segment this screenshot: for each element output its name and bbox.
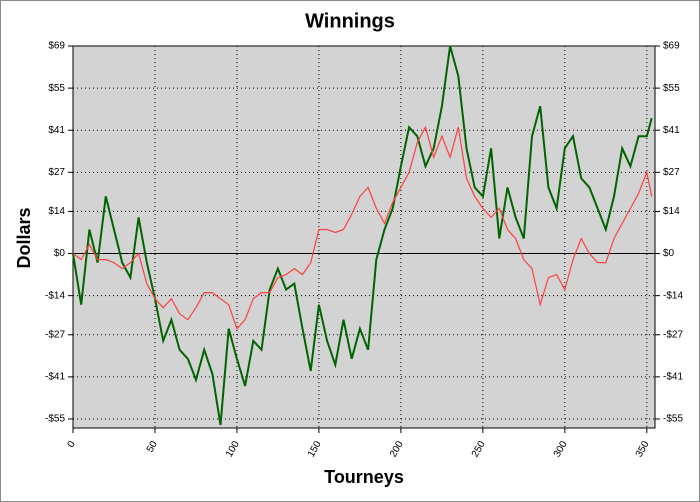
- y-tick-label: -$55: [45, 414, 65, 425]
- y2-tick-label: $41: [663, 125, 680, 136]
- y-tick-label: $27: [48, 167, 65, 178]
- y-axis-title: Dollars: [14, 207, 34, 268]
- chart-title: Winnings: [305, 10, 395, 32]
- y-tick-label: $41: [48, 125, 65, 136]
- y-tick-label: $55: [48, 83, 65, 94]
- y-tick-label: -$41: [45, 372, 65, 383]
- y2-tick-label: -$27: [663, 329, 683, 340]
- y2-tick-label: $14: [663, 206, 680, 217]
- y2-tick-label: -$14: [663, 290, 683, 301]
- y2-tick-label: $55: [663, 83, 680, 94]
- y-tick-label: $69: [48, 41, 65, 52]
- y2-tick-label: -$41: [663, 372, 683, 383]
- y2-tick-label: $69: [663, 41, 680, 52]
- y2-tick-label: -$55: [663, 414, 683, 425]
- y-tick-label: -$14: [45, 290, 65, 301]
- x-tick-label: 0: [66, 439, 79, 450]
- y-tick-label: $14: [48, 206, 65, 217]
- y-tick-label: -$27: [45, 329, 65, 340]
- y2-tick-label: $0: [663, 248, 675, 259]
- x-axis-title: Tourneys: [324, 467, 404, 487]
- y2-tick-label: $27: [663, 167, 680, 178]
- x-tick-label: 50: [145, 439, 160, 455]
- series-line: [72, 45, 653, 426]
- series-line: [72, 125, 653, 330]
- y-tick-label: $0: [54, 248, 66, 259]
- plot-area: [72, 45, 656, 429]
